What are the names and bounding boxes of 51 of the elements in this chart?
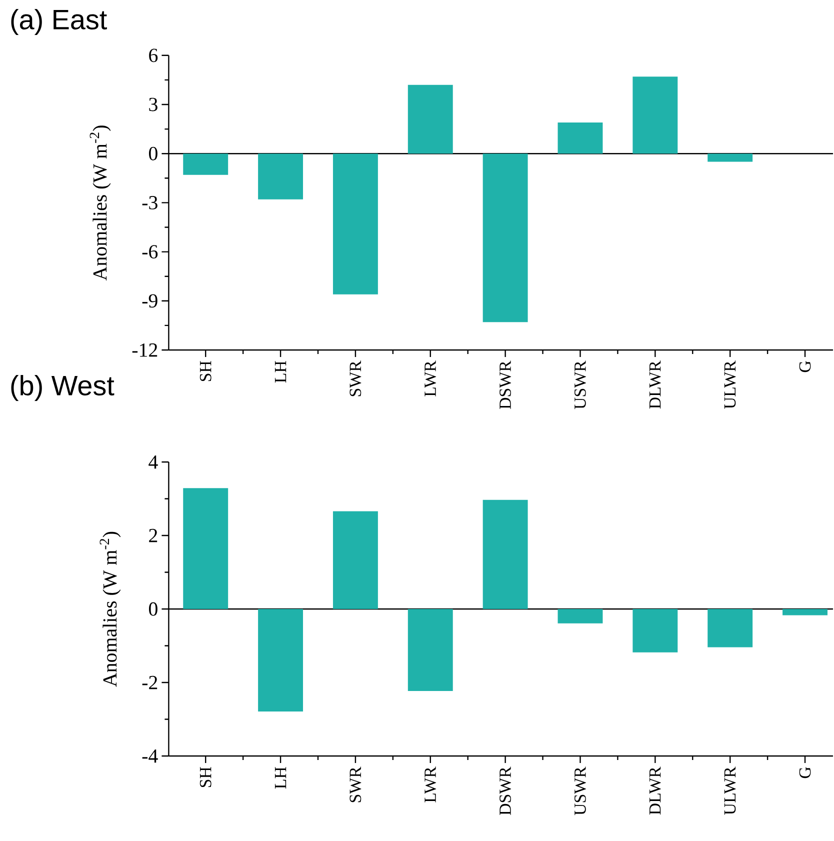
bar [183,154,228,175]
y-tick-label: 2 [149,528,158,542]
y-tick-label: -2 [142,676,158,690]
bar [632,609,678,652]
y-tick-label: -3 [142,196,158,210]
x-tick-label: LH [275,767,286,789]
bar [258,609,304,712]
x-tick-label: ULWR [724,360,736,409]
y-tick-label: 6 [149,48,158,62]
bar [258,154,304,200]
chart-title: (a) East [11,9,108,35]
x-tick-label: SH [200,767,212,788]
x-tick-label: DLWR [650,766,662,815]
bar [782,609,828,616]
x-tick-label: G [800,767,811,778]
y-tick-label: -9 [142,294,158,308]
bar [708,154,753,162]
bar [708,609,753,648]
x-tick-label: DLWR [650,360,662,409]
y-tick-label: -12 [132,343,158,357]
x-tick-label: DSWR [500,766,512,815]
y-tick-label: 3 [149,98,158,112]
bar [558,122,603,154]
x-tick-label: LWR [424,766,436,802]
chart-title: (b) West [11,375,114,402]
x-tick-label: ULWR [724,766,736,815]
y-tick-label: 4 [148,455,158,469]
y-tick-label: 0 [149,146,158,160]
x-tick-label: SWR [350,360,362,396]
bar [183,488,228,610]
y-tick-label: 0 [149,602,158,616]
x-tick-label: LWR [424,360,436,396]
bar [408,84,454,154]
x-tick-label: LH [275,361,286,383]
bar [333,511,378,610]
bar [632,76,678,154]
y-tick-label: -4 [142,749,158,763]
bar [408,609,454,691]
y-axis-title: Anomalies (W m$^{-2}$) [90,126,111,281]
bar [483,500,528,610]
bar [483,154,528,322]
y-axis-title: Anomalies (W m$^{-2}$) [100,532,121,687]
x-tick-label: USWR [574,360,586,410]
x-tick-label: SWR [350,766,362,802]
y-tick-label: -6 [142,245,158,258]
x-tick-label: DSWR [500,360,512,409]
x-tick-label: G [800,361,811,372]
x-tick-label: USWR [574,766,586,816]
x-tick-label: SH [200,361,212,382]
bar [333,154,378,294]
bar [558,609,603,624]
